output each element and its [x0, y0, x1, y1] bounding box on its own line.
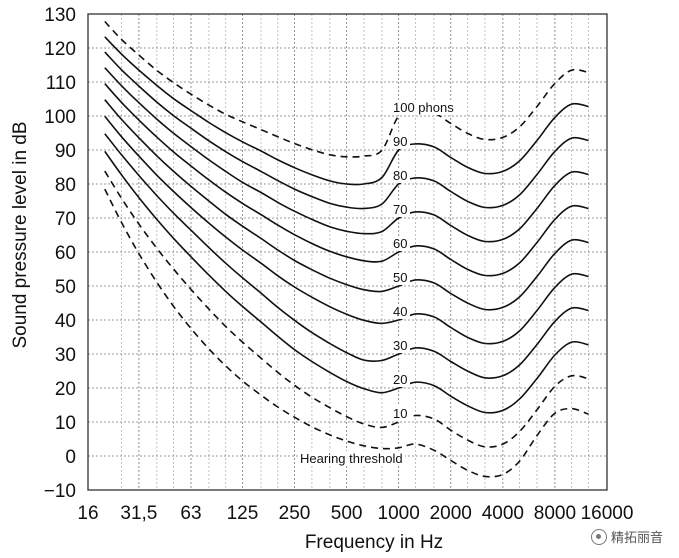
y-tick-label: 30	[55, 345, 76, 366]
x-tick-label: 31,5	[120, 503, 157, 524]
x-tick-label: 500	[331, 503, 363, 524]
curve-label: 40	[393, 304, 407, 319]
curve-10-phons	[104, 170, 589, 448]
curve-label: 20	[393, 372, 407, 387]
curve-40-phons	[104, 115, 589, 345]
curve-label: 80	[393, 168, 407, 183]
curve-label-bg	[391, 202, 410, 217]
x-axis-label: Frequency in Hz	[305, 532, 443, 553]
curve-label-bg	[298, 450, 405, 466]
curve-label: 90	[393, 134, 407, 149]
curve-label-bg	[391, 134, 410, 149]
curve-label: 30	[393, 338, 407, 353]
y-tick-label: 130	[44, 5, 76, 26]
y-tick-label: 80	[55, 175, 76, 196]
curve-labels: Hearing threshold 10 20 30 40 50 60 70 80 90 100 p…	[298, 100, 456, 466]
curve-label-bg	[391, 338, 410, 353]
y-tick-label: 70	[55, 209, 76, 230]
x-tick-label: 1000	[378, 503, 420, 524]
y-tick-label: 90	[55, 141, 76, 162]
y-tick-labels: −10 0 10 20 30 40 50 60 70 80 90 100 110 120 130	[44, 5, 76, 502]
y-tick-label: 40	[55, 311, 76, 332]
y-tick-label: 100	[44, 107, 76, 128]
curve-hearing-threshold	[104, 188, 589, 478]
y-tick-label: 0	[65, 447, 76, 468]
x-tick-labels: 16 31,5 63 125 250 500 1000 2000 4000 8000 16000	[77, 503, 633, 524]
x-tick-label: 4000	[482, 503, 524, 524]
x-tick-label: 16	[77, 503, 98, 524]
watermark: 精拓丽音	[590, 527, 663, 546]
x-tick-label: 63	[180, 503, 201, 524]
curve-label-bg	[391, 304, 410, 319]
curve-20-phons	[104, 150, 589, 414]
y-tick-label: 20	[55, 379, 76, 400]
y-tick-label: 10	[55, 413, 76, 434]
curve-90-phons	[104, 36, 589, 186]
x-tick-label: 8000	[534, 503, 576, 524]
x-tick-label: 250	[279, 503, 311, 524]
y-tick-label: 50	[55, 277, 76, 298]
x-tick-label: 16000	[581, 503, 634, 524]
wechat-icon	[590, 528, 607, 545]
y-tick-label: 60	[55, 243, 76, 264]
watermark-text: 精拓丽音	[610, 531, 663, 546]
curve-label: 100 phons	[393, 100, 454, 115]
curve-label: Hearing threshold	[300, 451, 403, 466]
curve-100-phons	[104, 20, 589, 158]
curve-30-phons	[104, 133, 589, 379]
y-tick-label: 120	[44, 39, 76, 60]
curve-label: 70	[393, 202, 407, 217]
x-tick-label: 125	[227, 503, 259, 524]
x-tick-label: 2000	[430, 503, 472, 524]
curve-label: 10	[393, 406, 407, 421]
y-tick-label: 110	[46, 73, 76, 94]
y-axis-label: Sound pressure level in dB	[10, 121, 31, 348]
curve-label-bg	[391, 406, 410, 421]
curve-label: 60	[393, 236, 407, 251]
plot-frame	[87, 13, 608, 491]
curve-label-bg	[391, 236, 410, 251]
curve-label-bg	[391, 270, 410, 285]
curve-label-bg	[391, 372, 410, 387]
curve-70-phons	[104, 67, 589, 243]
curves	[104, 20, 589, 478]
curve-label: 50	[393, 270, 407, 285]
curve-60-phons	[104, 83, 589, 277]
curve-50-phons	[104, 99, 589, 311]
curve-label-bg	[391, 100, 456, 115]
curve-label-bg	[391, 168, 410, 183]
y-tick-label: −10	[44, 481, 76, 502]
curve-80-phons	[104, 51, 589, 210]
